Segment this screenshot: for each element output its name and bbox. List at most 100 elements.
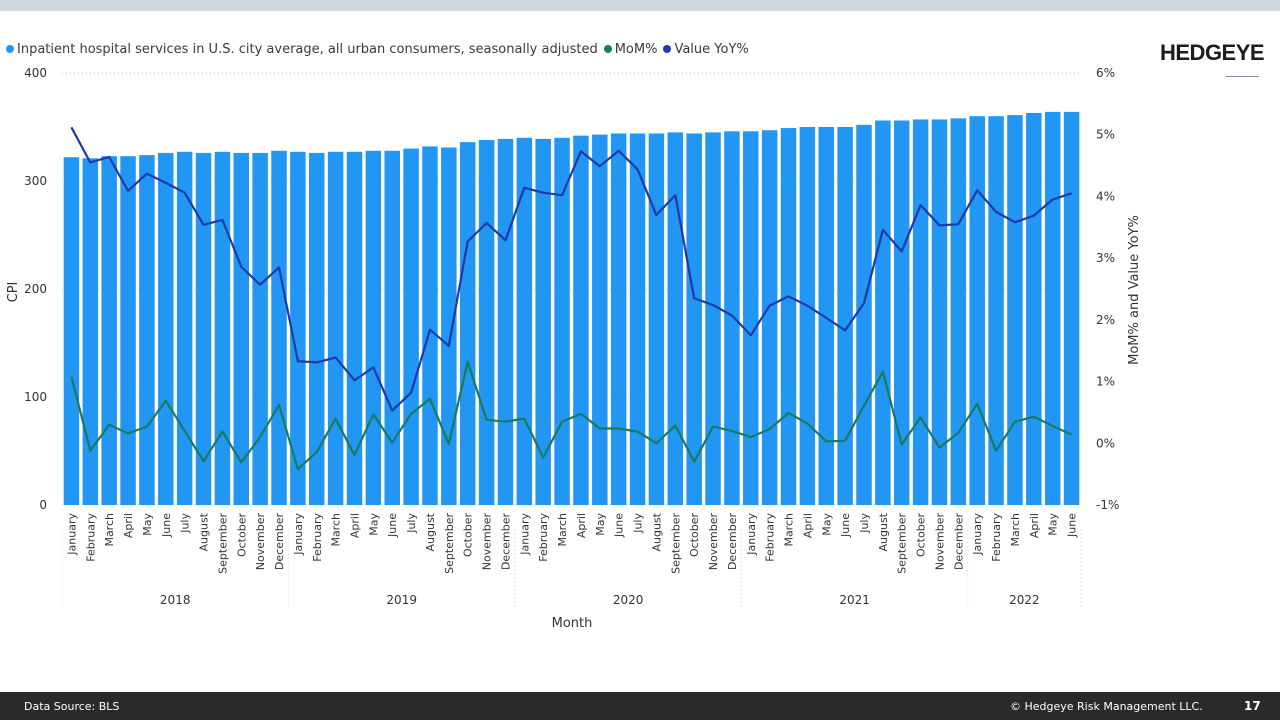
cpi-bar[interactable] <box>1063 111 1080 505</box>
month-tick-label: April <box>122 513 135 538</box>
month-tick-label: March <box>1009 513 1022 547</box>
cpi-bar[interactable] <box>912 119 929 505</box>
month-tick-label: May <box>594 513 607 536</box>
cpi-bar[interactable] <box>799 127 816 505</box>
cpi-bar[interactable] <box>950 118 967 506</box>
cpi-bar[interactable] <box>403 148 419 505</box>
month-tick-label: April <box>349 513 362 538</box>
month-tick-label: September <box>216 513 229 574</box>
legend-item-yoy[interactable]: Value YoY% <box>663 42 749 57</box>
cpi-bar[interactable] <box>478 139 495 505</box>
cpi-bar[interactable] <box>554 137 570 506</box>
mom-line[interactable] <box>70 360 1073 471</box>
cpi-bar[interactable] <box>1007 115 1023 505</box>
cpi-bar[interactable] <box>120 156 136 505</box>
legend-cpi-marker <box>6 45 14 53</box>
cpi-bar[interactable] <box>931 119 948 505</box>
cpi-bar[interactable] <box>761 130 778 505</box>
cpi-bar[interactable] <box>780 128 797 505</box>
cpi-bar[interactable] <box>573 135 589 505</box>
y2-tick-label: 4% <box>1096 189 1115 203</box>
cpi-bar[interactable] <box>365 150 382 505</box>
y2-tick-label: 5% <box>1096 128 1115 142</box>
cpi-bar[interactable] <box>252 152 268 506</box>
month-tick-label: December <box>273 513 286 571</box>
cpi-bar[interactable] <box>214 151 231 505</box>
month-tick-label: March <box>783 513 796 547</box>
month-tick-label: February <box>990 513 1003 562</box>
month-tick-label: January <box>292 513 305 556</box>
cpi-bar[interactable] <box>856 124 872 505</box>
y2-axis-title: MoM% and Value YoY% <box>1127 215 1142 365</box>
y2-tick-label: 1% <box>1096 375 1115 389</box>
month-tick-label: June <box>839 513 852 538</box>
month-tick-label: December <box>500 513 513 571</box>
month-tick-label: November <box>481 513 494 571</box>
cpi-bar[interactable] <box>101 156 117 505</box>
cpi-bar[interactable] <box>893 120 910 505</box>
legend-mom-marker <box>603 45 612 53</box>
month-tick-label: July <box>632 513 645 534</box>
cpi-bar[interactable] <box>743 131 759 505</box>
month-tick-label: June <box>1066 513 1079 538</box>
cpi-bar[interactable] <box>384 150 400 505</box>
month-tick-label: August <box>424 512 437 551</box>
cpi-bar[interactable] <box>705 132 721 505</box>
cpi-bar[interactable] <box>176 151 193 505</box>
year-label: 2021 <box>839 593 870 607</box>
cpi-bar[interactable] <box>969 116 985 505</box>
y2-tick-label: 3% <box>1096 251 1115 265</box>
month-tick-label: November <box>254 513 267 571</box>
month-tick-label: October <box>688 513 701 557</box>
month-tick-label: January <box>518 513 531 556</box>
y2-tick-label: 0% <box>1096 436 1115 450</box>
cpi-bar[interactable] <box>875 120 891 505</box>
x-axis-title: Month <box>552 616 593 631</box>
cpi-bar[interactable] <box>82 158 99 505</box>
cpi-bar[interactable] <box>290 151 306 505</box>
month-tick-label: August <box>877 512 890 551</box>
month-tick-label: September <box>443 513 456 574</box>
legend-item-mom[interactable]: MoM% <box>603 42 657 57</box>
cpi-bar[interactable] <box>327 151 344 505</box>
cpi-bar[interactable] <box>648 133 665 505</box>
month-tick-label: June <box>386 513 399 538</box>
cpi-bar[interactable] <box>686 133 702 505</box>
month-tick-label: December <box>726 513 739 571</box>
cpi-bar[interactable] <box>139 155 155 505</box>
cpi-bar[interactable] <box>459 142 476 505</box>
month-tick-label: May <box>141 513 154 536</box>
year-label: 2018 <box>160 593 191 607</box>
month-tick-label: February <box>537 513 550 562</box>
cpi-bar[interactable] <box>629 133 646 505</box>
cpi-bar[interactable] <box>516 137 533 506</box>
cpi-bar[interactable] <box>988 116 1004 505</box>
cpi-bar[interactable] <box>818 127 834 505</box>
cpi-bar[interactable] <box>1044 111 1061 505</box>
cpi-bar[interactable] <box>667 132 684 505</box>
cpi-bar[interactable] <box>309 152 325 506</box>
y-tick-label: 300 <box>24 174 47 188</box>
cpi-bar[interactable] <box>592 134 608 505</box>
y-tick-label: 400 <box>24 66 47 80</box>
cpi-bar[interactable] <box>441 147 457 505</box>
month-tick-label: January <box>65 513 78 556</box>
cpi-bar[interactable] <box>158 152 174 506</box>
cpi-bar[interactable] <box>610 133 627 505</box>
cpi-bar[interactable] <box>63 157 80 505</box>
cpi-bar[interactable] <box>724 131 740 505</box>
yoy-line[interactable] <box>70 126 1072 412</box>
cpi-bar[interactable] <box>346 151 363 505</box>
cpi-bar[interactable] <box>497 138 514 505</box>
cpi-bar[interactable] <box>233 152 250 506</box>
month-tick-label: August <box>650 512 663 551</box>
legend-item-cpi[interactable]: Inpatient hospital services in U.S. city… <box>6 42 598 57</box>
y2-tick-label: 2% <box>1096 313 1115 327</box>
top-band <box>0 0 1280 11</box>
cpi-bar[interactable] <box>195 152 212 506</box>
cpi-bar[interactable] <box>271 150 287 505</box>
cpi-bar[interactable] <box>1026 112 1042 506</box>
cpi-bar[interactable] <box>837 127 853 505</box>
cpi-bar[interactable] <box>535 138 551 505</box>
cpi-bar[interactable] <box>422 146 438 505</box>
